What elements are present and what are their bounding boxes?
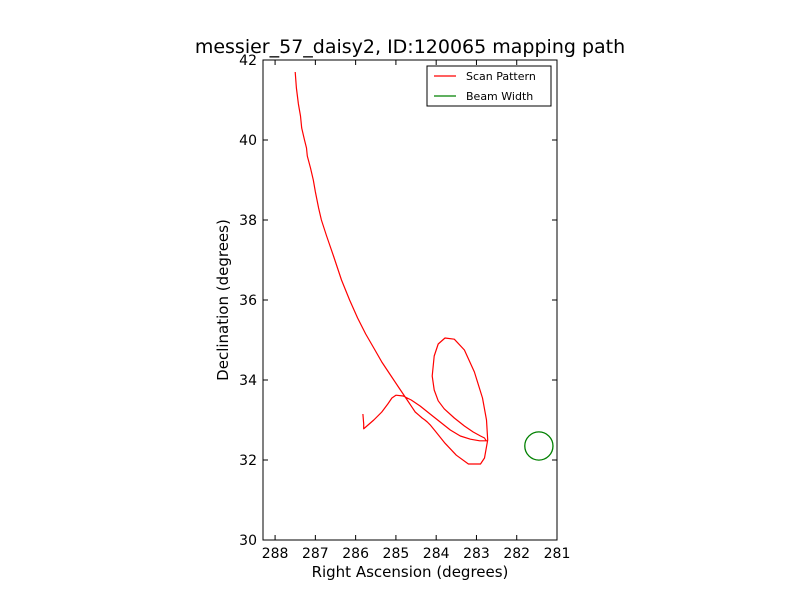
x-axis-label: Right Ascension (degrees) [312,563,509,581]
y-tick-label: 42 [239,53,257,69]
plot-area: 288 287 286 285 284 283 282 281 30 32 34 36 38 40 42 [239,53,570,562]
y-tick-label: 40 [239,133,257,149]
series-line-scan-pattern [294,71,489,465]
x-tick-label: 286 [342,546,369,562]
y-axis-label: Declination (degrees) [214,219,232,381]
y-tick-label: 30 [239,533,257,549]
x-tick-label: 282 [503,546,530,562]
beam-width-circle [524,431,554,461]
y-tick-label: 36 [239,293,257,309]
x-tick-label: 284 [423,546,450,562]
y-tick-label: 38 [239,213,257,229]
x-tick-label: 287 [302,546,329,562]
x-tick-label: 281 [544,546,571,562]
y-tick-label: 32 [239,453,257,469]
chart-title: messier_57_daisy2, ID:120065 mapping pat… [195,36,625,58]
legend: Scan Pattern Beam Width [426,65,552,107]
y-axis-ticks: 30 32 34 36 38 40 42 [239,53,557,549]
legend-label-beam-width: Beam Width [466,90,533,103]
x-axis-ticks: 288 287 286 285 284 283 282 281 [262,60,571,562]
x-tick-label: 285 [383,546,410,562]
x-tick-label: 283 [463,546,490,562]
legend-box [426,65,552,107]
x-tick-label: 288 [262,546,289,562]
series-layer [294,71,554,465]
y-tick-label: 34 [239,373,257,389]
plot-background [263,60,557,540]
legend-label-scan-pattern: Scan Pattern [466,70,536,83]
